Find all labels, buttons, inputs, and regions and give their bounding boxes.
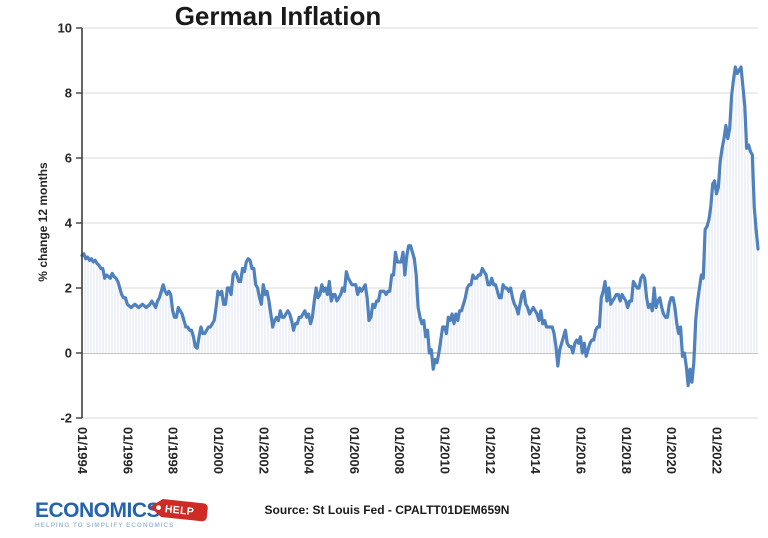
logo-help-tag: HELP — [150, 499, 208, 522]
y-tick-label: 2 — [65, 281, 72, 296]
x-tick-label: 01/1994 — [75, 427, 90, 475]
gridlines — [80, 27, 758, 419]
x-tick-label: 01/2002 — [256, 427, 271, 474]
x-tick-label: 01/2008 — [392, 427, 407, 474]
chart-title: German Inflation — [175, 1, 382, 31]
tag-hole-icon — [156, 505, 161, 511]
y-tick-label: 0 — [65, 346, 72, 361]
inflation-line — [80, 65, 760, 388]
logo-brand-text: ECONOMICS — [35, 499, 161, 522]
x-tick-label: 01/2000 — [211, 427, 226, 474]
x-tick-label: 01/2022 — [710, 427, 725, 474]
area-under-line — [82, 67, 758, 353]
price-tag-icon — [150, 499, 208, 522]
source-note: Source: St Louis Fed - CPALTT01DEM659N — [265, 503, 510, 517]
y-tick-label: 4 — [65, 216, 73, 231]
x-tick-label: 01/2010 — [438, 427, 453, 474]
x-tick-label: 01/2004 — [302, 427, 317, 475]
logo-tag-text: HELP — [164, 503, 194, 518]
x-tick-label: 01/2012 — [483, 427, 498, 474]
x-tick-label: 01/1998 — [166, 427, 181, 474]
x-tick-label: 01/2020 — [664, 427, 679, 474]
inflation-line-series — [80, 65, 760, 388]
logo-tagline: HELPING TO SIMPLIFY ECONOMICS — [35, 522, 174, 529]
y-axis — [76, 27, 83, 419]
x-tick-label: 01/2006 — [347, 427, 362, 474]
y-tick-label: 10 — [58, 21, 72, 36]
x-tick-label: 01/2014 — [528, 427, 543, 475]
x-tick-label: 01/1996 — [120, 427, 135, 474]
x-axis-tick-labels: 01/1994 01/1996 01/1998 01/2000 01/2002 01/20… — [75, 427, 725, 475]
y-tick-label: 6 — [65, 151, 72, 166]
y-tick-label: -2 — [60, 411, 72, 426]
economics-help-logo[interactable]: ECONOMICS HELP HELPING TO SIMPLIFY ECONO… — [35, 498, 208, 529]
area-fill — [82, 67, 758, 353]
x-tick-label: 01/2018 — [619, 427, 634, 474]
x-tick-label: 01/2016 — [574, 427, 589, 474]
y-tick-label: 8 — [65, 86, 72, 101]
y-axis-title: % change 12 months — [36, 162, 50, 282]
y-axis-tick-labels: 10 8 6 4 2 0 -2 — [58, 21, 73, 426]
